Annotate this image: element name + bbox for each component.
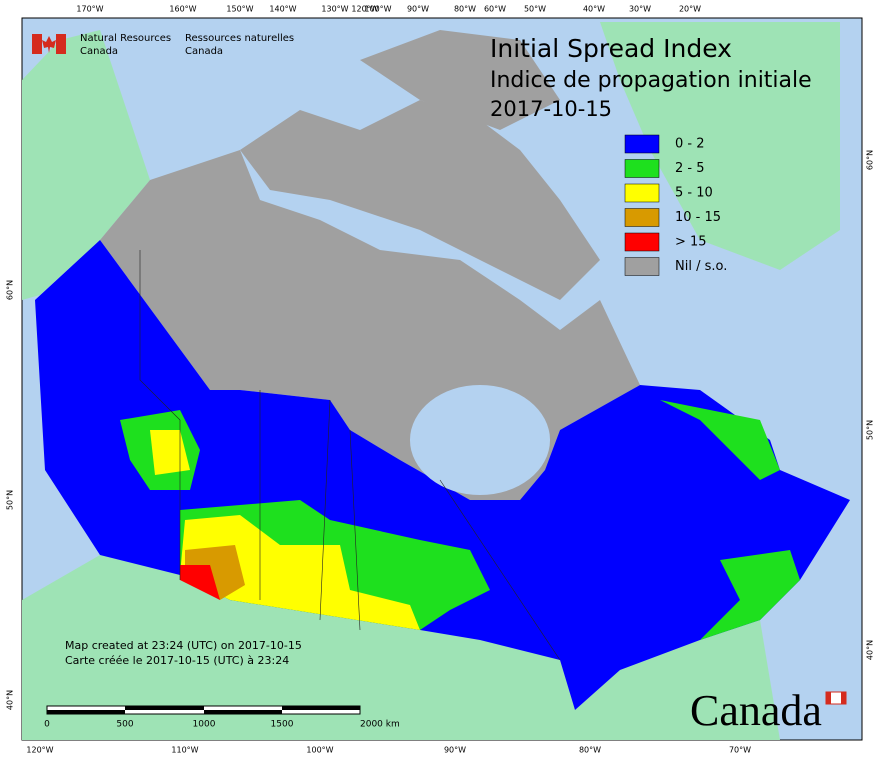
legend: 0 - 2 2 - 5 5 - 10 10 - 15 > 15 Nil / s.o. — [624, 134, 727, 276]
flag-bar — [32, 34, 42, 54]
legend-label: 0 - 2 — [675, 137, 705, 152]
greenland — [600, 22, 840, 270]
red-patch — [180, 565, 220, 600]
hudson-bay — [410, 385, 550, 495]
agency-fr: Ressources naturelles — [185, 33, 294, 44]
legend-label: 2 - 5 — [675, 161, 705, 176]
graticule-label: 80°W — [579, 746, 601, 755]
graticule-label: 30°W — [629, 5, 651, 14]
footnote: Map created at 23:24 (UTC) on 2017-10-15 — [65, 639, 302, 652]
border — [139, 250, 561, 661]
green-patch — [660, 400, 780, 480]
scale-label: 1500 — [271, 720, 294, 730]
legend-label: Nil / s.o. — [675, 259, 727, 274]
arctic-islands — [240, 100, 600, 300]
graticule-label: 120°W — [26, 746, 53, 755]
graticule-label: 120°W — [351, 5, 378, 14]
graticule-label: 40°W — [583, 5, 605, 14]
green-patch — [700, 550, 800, 640]
legend-swatch — [624, 183, 660, 203]
graticule-label: 150°W — [226, 5, 253, 14]
usa — [22, 555, 780, 740]
graticule-label: 40°N — [6, 690, 15, 710]
graticule-label: 70°W — [729, 746, 751, 755]
title-fr: Indice de propagation initiale — [490, 68, 812, 93]
scale-label: 2000 km — [360, 720, 400, 730]
scale-bar — [46, 705, 361, 715]
graticule-label: 50°N — [6, 490, 15, 510]
legend-swatch — [624, 208, 660, 227]
wordmark: Canada — [690, 686, 822, 735]
alaska — [22, 30, 150, 300]
scale-seg — [204, 710, 282, 714]
graticule-label: 100°W — [364, 5, 391, 14]
footnote: Carte créée le 2017-10-15 (UTC) à 23:24 — [65, 654, 289, 667]
legend-swatch — [624, 257, 660, 276]
graticule-label: 60°N — [6, 280, 15, 300]
scale-labels: 0 500 1000 1500 2000 km — [44, 720, 400, 730]
graticule-label: 60°N — [866, 150, 875, 170]
date: 2017-10-15 — [490, 97, 612, 121]
maple-leaf — [42, 36, 56, 53]
legend-swatch — [624, 232, 660, 252]
graticule-label: 140°W — [269, 5, 296, 14]
legend-label: > 15 — [675, 235, 707, 250]
wordmark-flag — [841, 692, 846, 704]
graticule-label: 90°W — [407, 5, 429, 14]
graticule-label: 60°W — [484, 5, 506, 14]
scale-seg — [282, 706, 360, 710]
ellesmere — [360, 30, 560, 130]
wordmark-flag — [826, 692, 831, 704]
scale-label: 500 — [116, 720, 133, 730]
yellow-patch — [180, 515, 420, 630]
graticule-label: 110°W — [171, 746, 198, 755]
graticule-label: 50°W — [524, 5, 546, 14]
legend-label: 10 - 15 — [675, 210, 721, 225]
legend-swatch — [624, 134, 660, 154]
graticule-label: 80°W — [454, 5, 476, 14]
graticule-label: 130°W — [321, 5, 348, 14]
graticule-label: 40°N — [866, 640, 875, 660]
graticule-label: 100°W — [306, 746, 333, 755]
scale-seg — [125, 706, 204, 710]
scale-label: 1000 — [193, 720, 216, 730]
agency-en: Canada — [80, 46, 118, 57]
agency-fr: Canada — [185, 46, 223, 57]
agency-en: Natural Resources — [80, 33, 171, 44]
legend-label: 5 - 10 — [675, 186, 713, 201]
legend-swatch — [624, 159, 660, 178]
graticule-label: 20°W — [679, 5, 701, 14]
title: Initial Spread Index — [490, 34, 732, 63]
graticule-label: 50°N — [866, 420, 875, 440]
graticule-label: 160°W — [169, 5, 196, 14]
graticule-label: 170°W — [76, 5, 103, 14]
flag-bar — [56, 34, 66, 54]
scale-seg — [47, 710, 125, 714]
scale-label: 0 — [44, 720, 50, 730]
graticule-label: 90°W — [444, 746, 466, 755]
